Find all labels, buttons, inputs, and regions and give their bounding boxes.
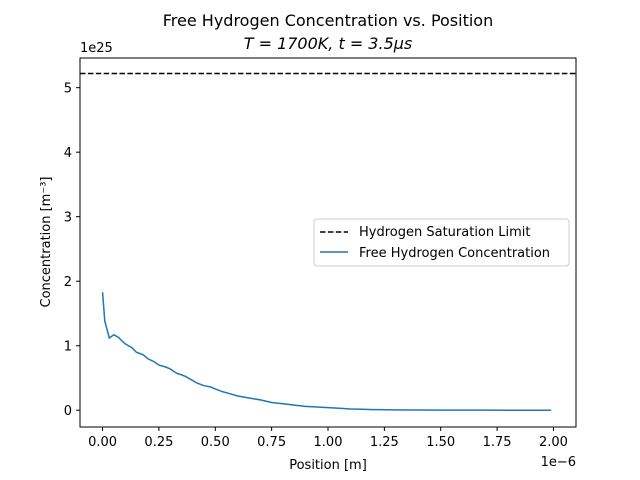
- x-tick-label: 0.00: [88, 435, 117, 450]
- y-tick-label: 2: [64, 275, 72, 290]
- y-tick-label: 0: [64, 404, 72, 419]
- y-tick-label: 4: [64, 146, 72, 161]
- series-layer: [80, 72, 576, 411]
- chart-title-line-2: T = 1700K, t = 3.5μs: [244, 34, 413, 53]
- x-tick-label: 1.50: [426, 435, 455, 450]
- x-tick-label: 1.25: [370, 435, 399, 450]
- y-axis-label: Concentration [m⁻³]: [39, 177, 54, 308]
- y-tick-label: 5: [64, 82, 72, 97]
- y-axis-multiplier: 1e25: [80, 41, 113, 56]
- legend-box: [313, 218, 570, 267]
- y-tick-label: 1: [64, 340, 72, 355]
- x-tick-label: 0.50: [201, 435, 230, 450]
- x-tick-label: 1.75: [483, 435, 512, 450]
- axis-ticks: 0.00 0.25 0.50 0.75 1.00 1.25 1.50 1.75 2.00 0 1 2 3…: [64, 82, 568, 450]
- x-axis-label: Position [m]: [289, 458, 367, 473]
- x-tick-label: 0.25: [144, 435, 173, 450]
- legend-label-saturation: Hydrogen Saturation Limit: [359, 225, 530, 240]
- x-tick-label: 1.00: [314, 435, 343, 450]
- x-axis-multiplier: 1e−6: [541, 455, 576, 470]
- y-tick-label: 3: [64, 211, 72, 226]
- x-tick-label: 2.00: [539, 435, 568, 450]
- free-hydrogen-line: [101, 292, 552, 411]
- x-tick-label: 0.75: [257, 435, 286, 450]
- legend: Hydrogen Saturation Limit Free Hydrogen …: [313, 218, 570, 267]
- chart-title-line-1: Free Hydrogen Concentration vs. Position: [163, 11, 493, 30]
- legend-label-free-hydrogen: Free Hydrogen Concentration: [359, 246, 550, 261]
